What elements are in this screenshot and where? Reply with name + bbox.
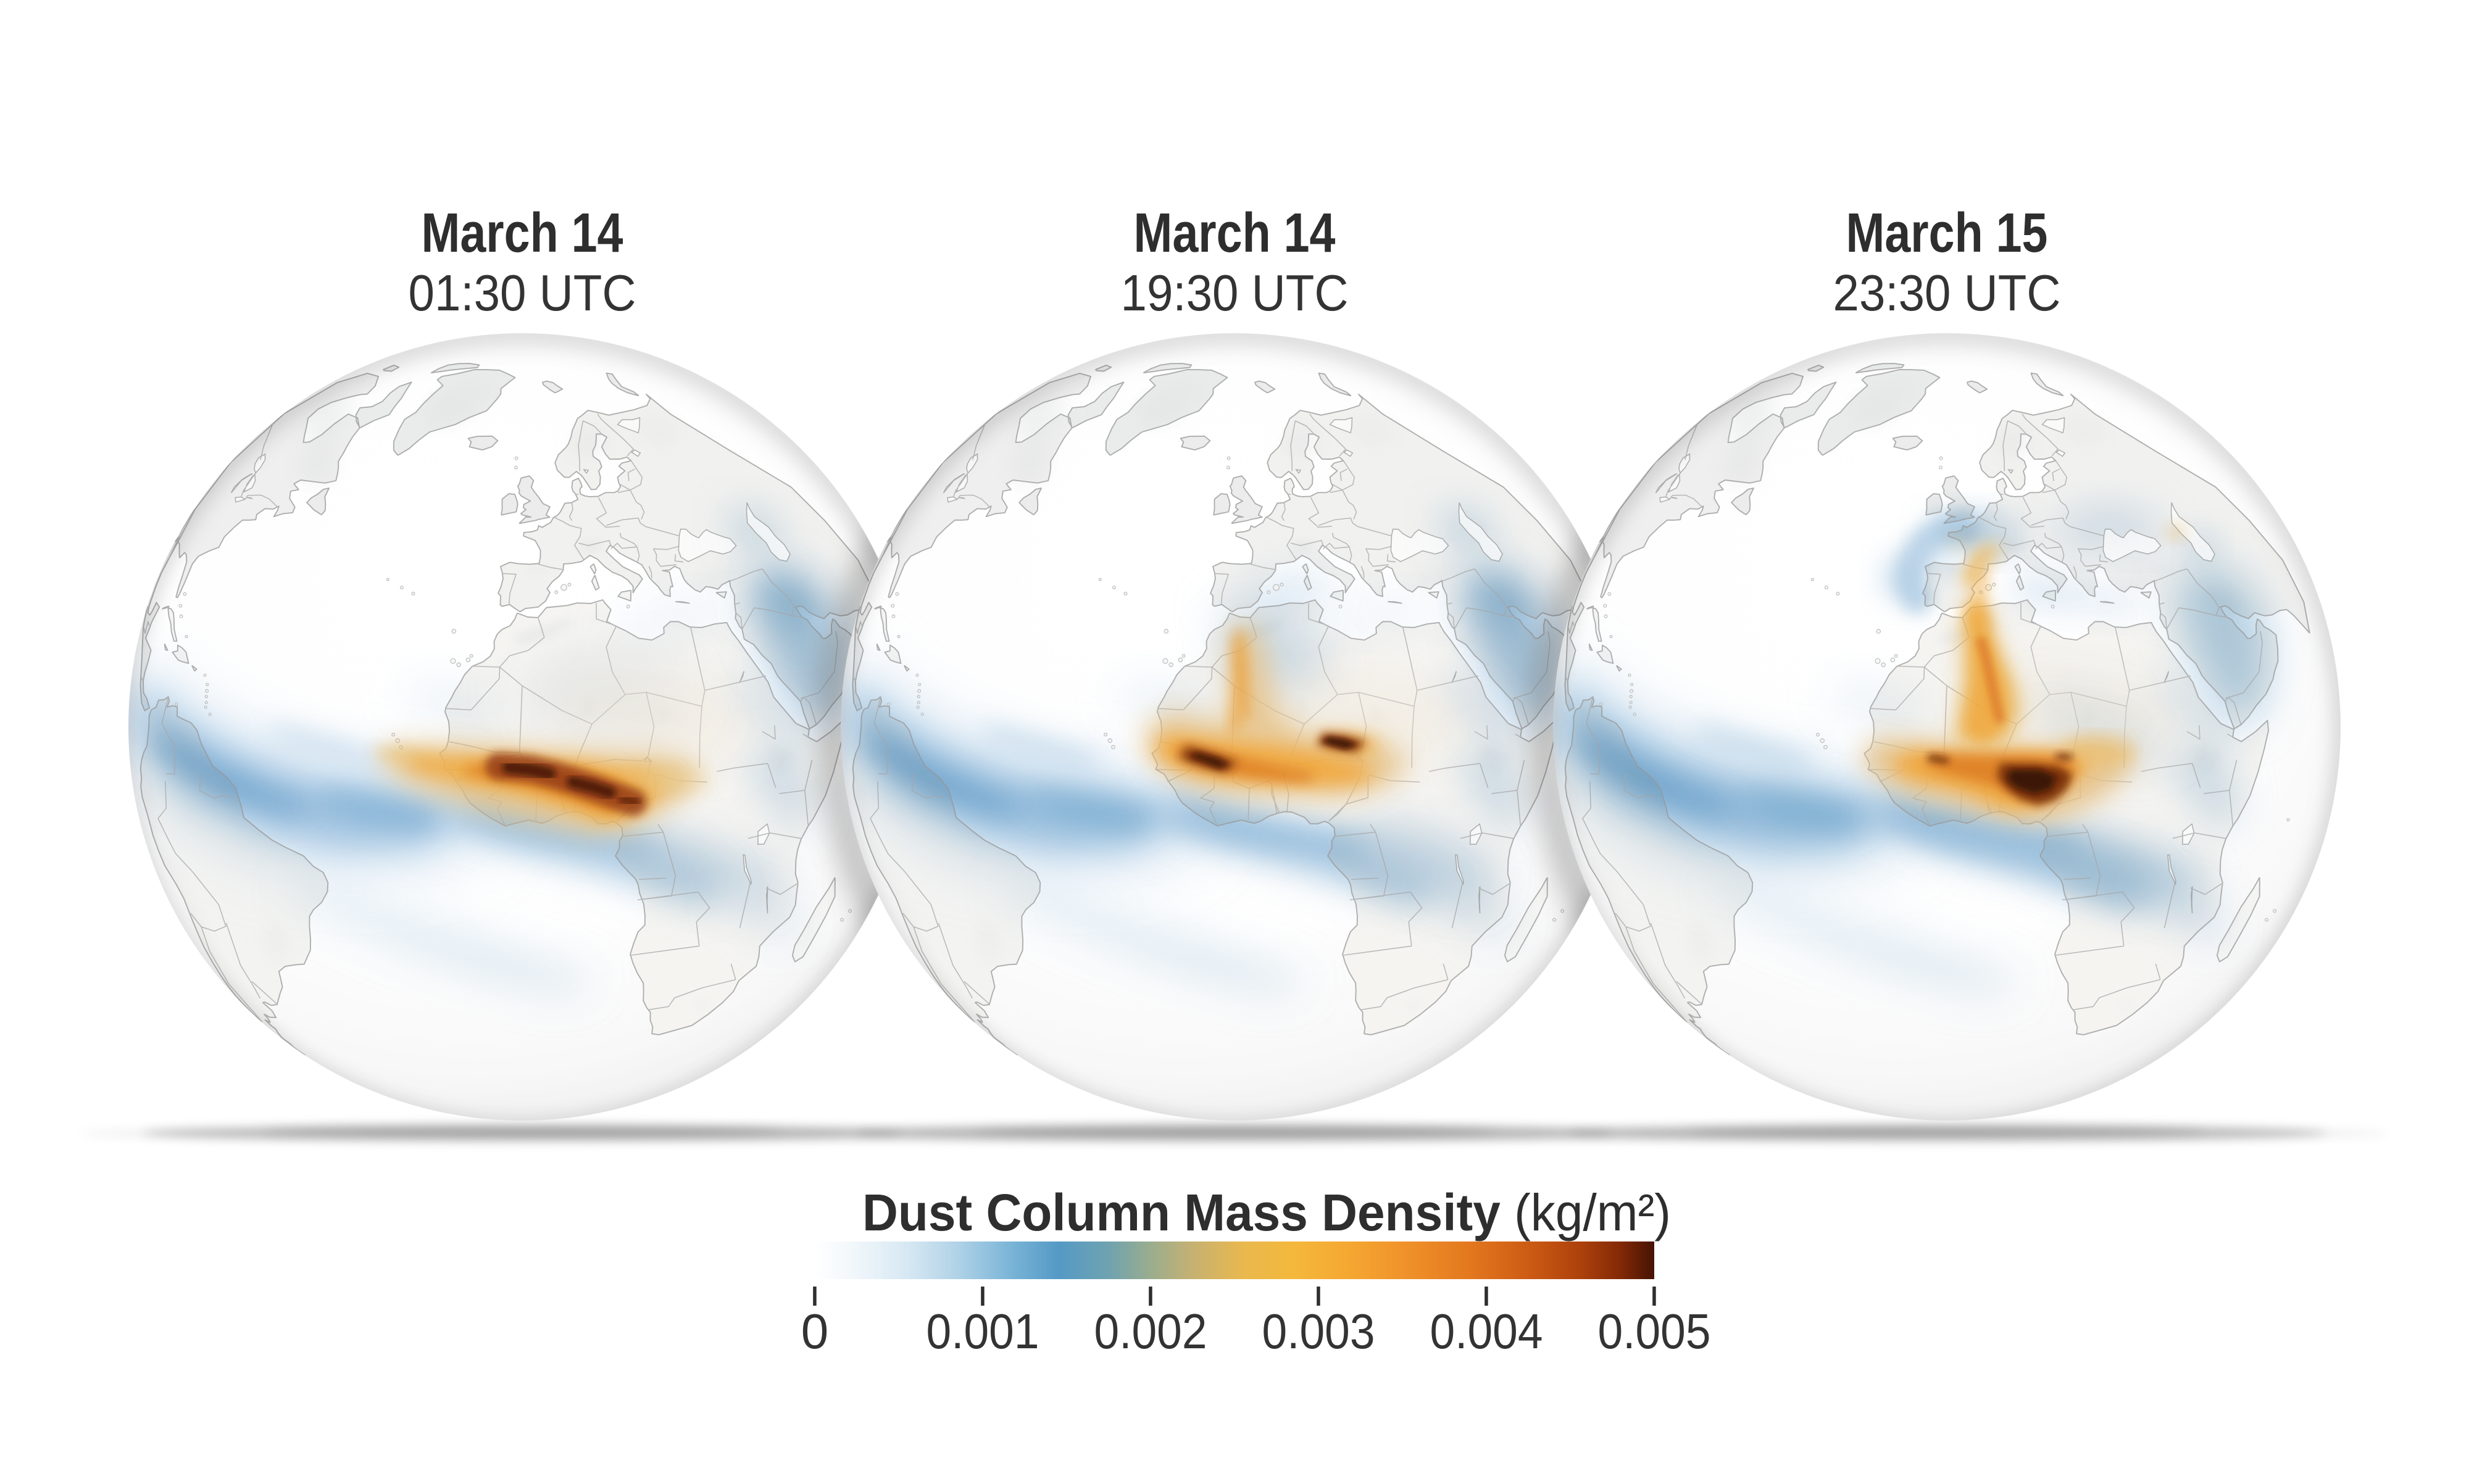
svg-text:01:30 UTC: 01:30 UTC (409, 264, 636, 321)
svg-text:0: 0 (801, 1304, 829, 1359)
svg-text:0.001: 0.001 (926, 1304, 1039, 1359)
svg-text:March 15: March 15 (1846, 202, 2048, 264)
svg-text:Dust Column Mass Density (kg/m: Dust Column Mass Density (kg/m²) (862, 1183, 1671, 1242)
svg-text:19:30 UTC: 19:30 UTC (1121, 264, 1349, 321)
svg-text:0.003: 0.003 (1262, 1304, 1375, 1359)
svg-text:March 14: March 14 (422, 202, 623, 264)
svg-text:0.004: 0.004 (1430, 1304, 1543, 1359)
svg-text:March 14: March 14 (1134, 202, 1336, 264)
svg-text:0.002: 0.002 (1094, 1304, 1207, 1359)
svg-text:23:30 UTC: 23:30 UTC (1833, 264, 2061, 321)
svg-text:0.005: 0.005 (1598, 1304, 1711, 1359)
